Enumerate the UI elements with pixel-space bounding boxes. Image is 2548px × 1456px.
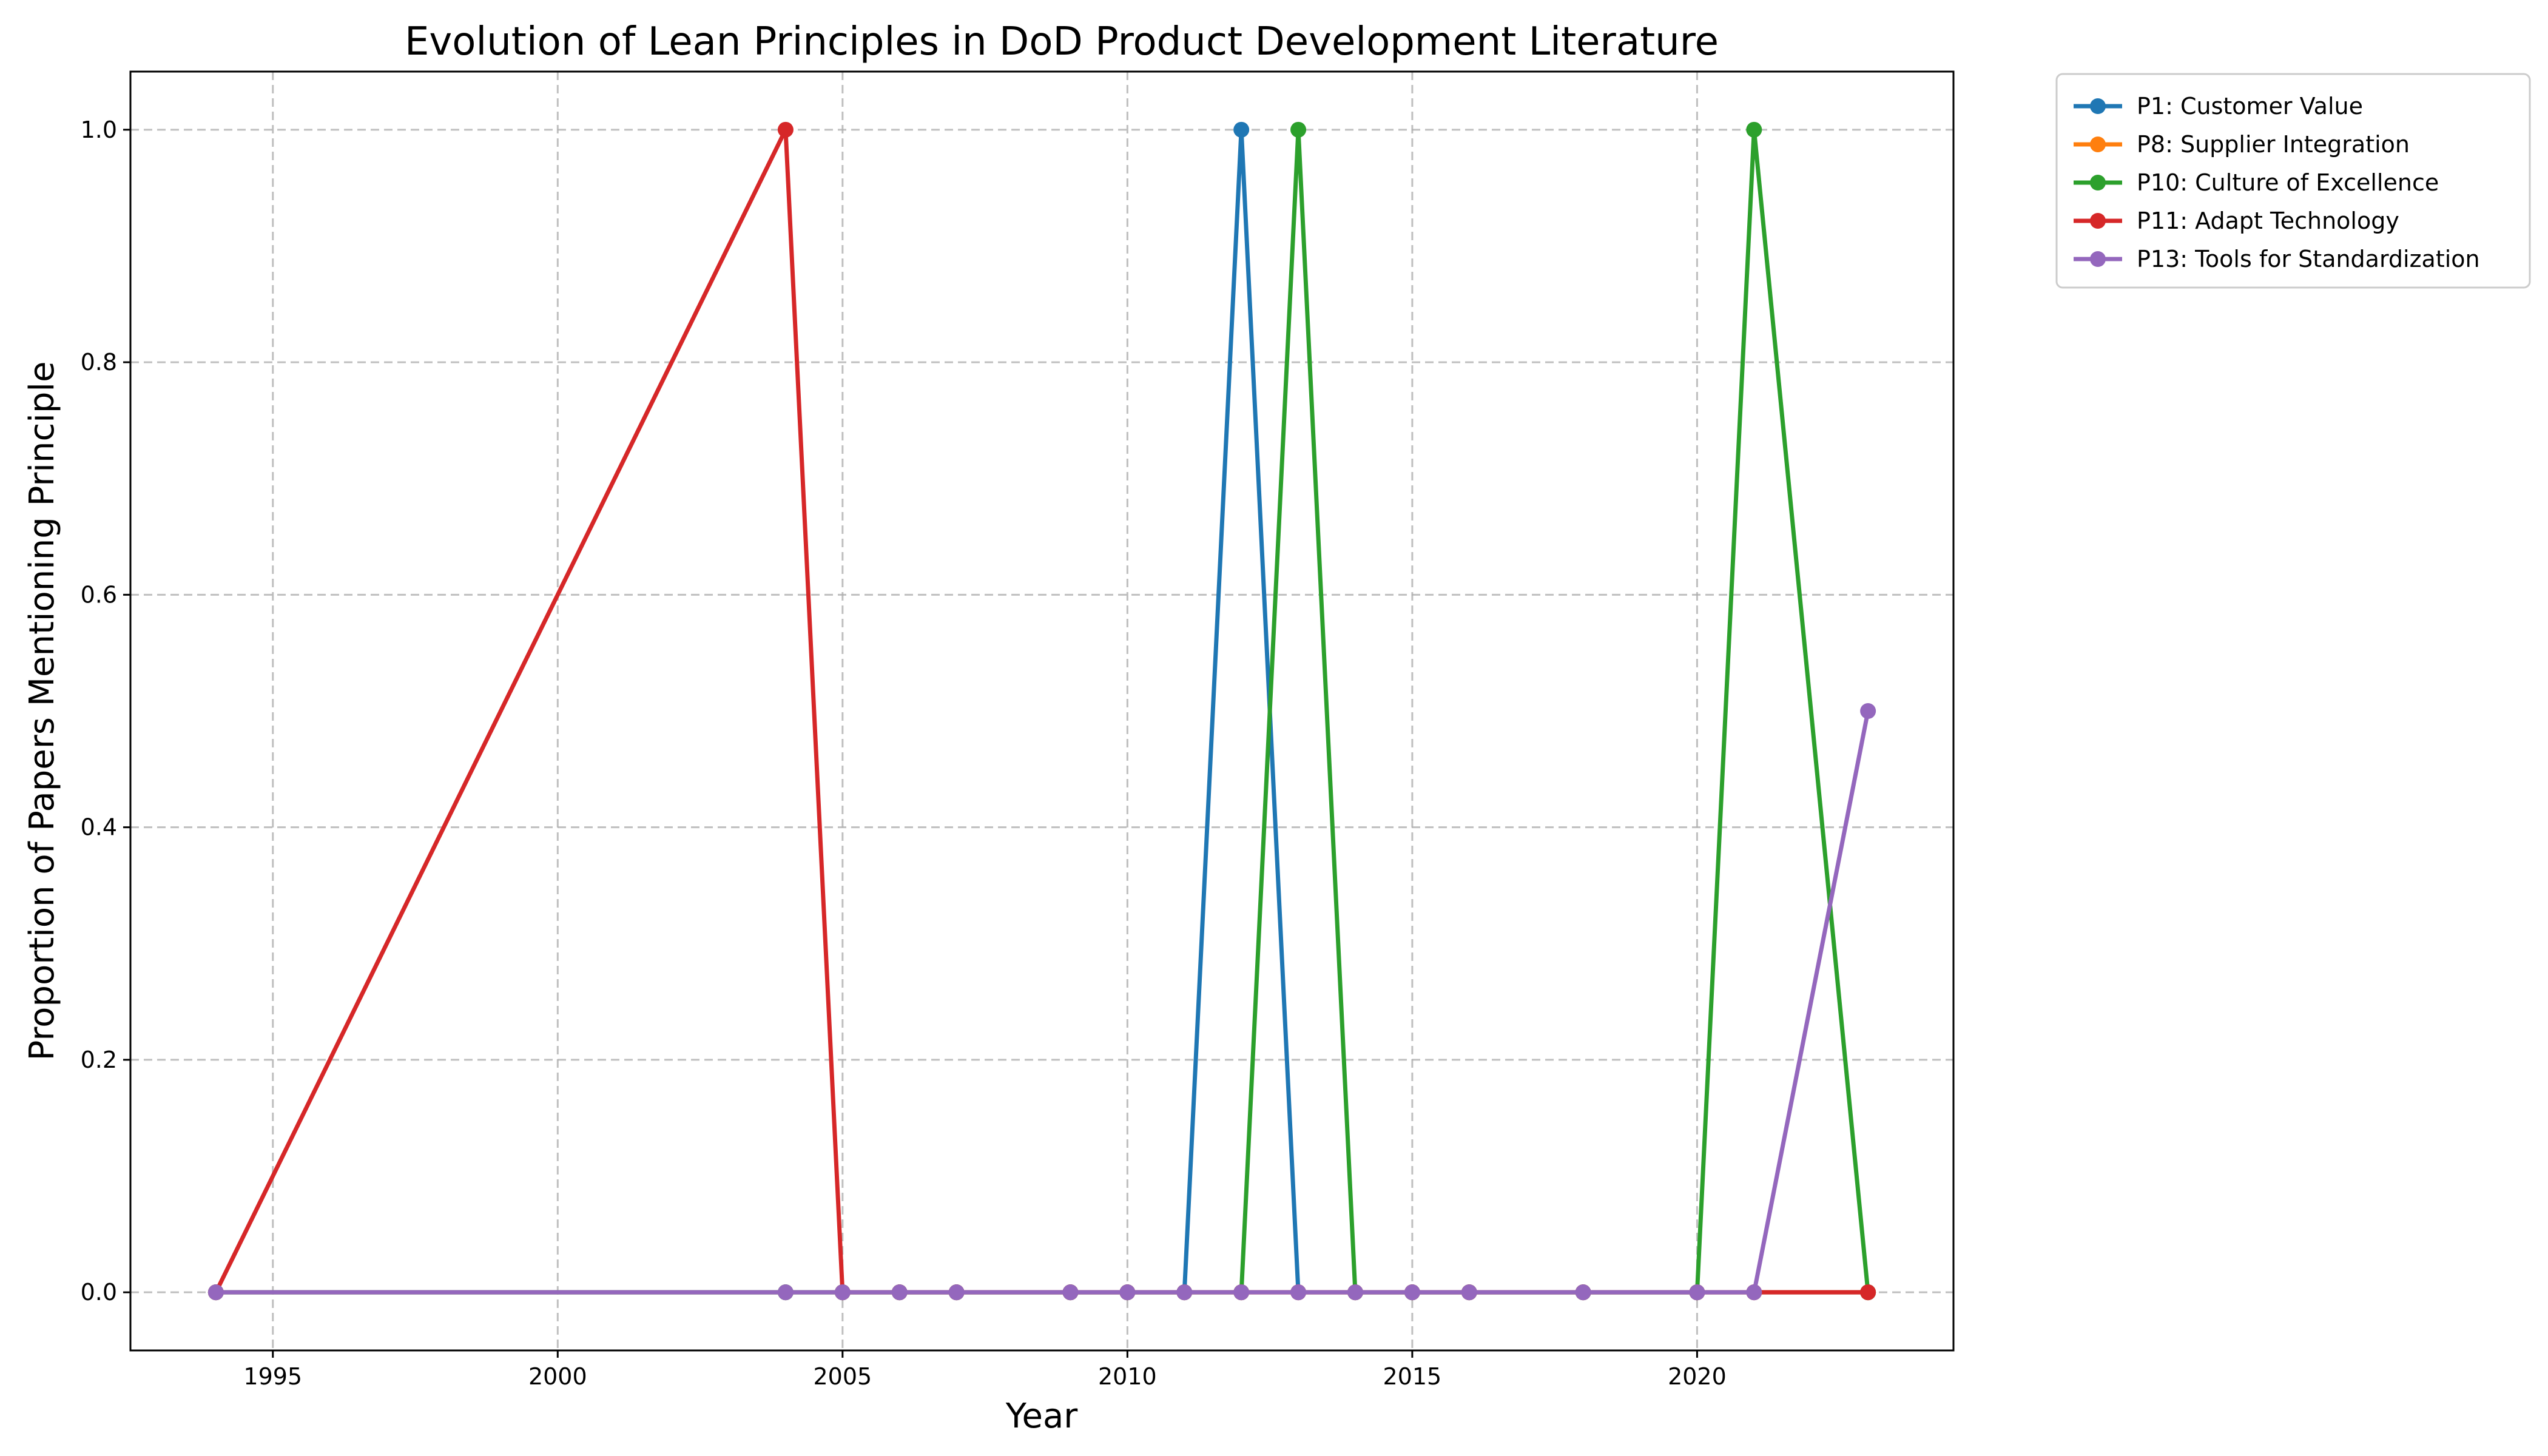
x-axis: 1995 2000 2005 2010 2015 2020 <box>243 1350 1727 1390</box>
legend-swatch-marker <box>2090 213 2106 229</box>
data-point <box>891 1284 908 1301</box>
y-tick-label: 0.0 <box>81 1279 117 1306</box>
data-point <box>1290 121 1307 138</box>
x-tick-label: 2020 <box>1668 1363 1727 1390</box>
legend-swatch-marker <box>2090 251 2106 267</box>
x-tick-label: 2015 <box>1383 1363 1442 1390</box>
legend-label: P8: Supplier Integration <box>2137 131 2410 158</box>
data-point <box>1233 121 1250 138</box>
data-point <box>1746 1284 1762 1301</box>
data-point <box>1290 1284 1307 1301</box>
x-axis-label: Year <box>1005 1397 1079 1436</box>
y-tick-label: 0.4 <box>81 814 117 841</box>
series-line <box>214 127 1869 1295</box>
data-point <box>1176 1284 1193 1301</box>
data-point <box>1689 1284 1705 1301</box>
data-point <box>1404 1284 1420 1301</box>
grid <box>130 72 1953 1350</box>
y-tick-label: 1.0 <box>81 116 117 143</box>
data-point <box>1347 1284 1363 1301</box>
chart-title: Evolution of Lean Principles in DoD Prod… <box>405 19 1719 64</box>
legend-frame <box>2055 73 2531 289</box>
series-line <box>215 127 1870 1295</box>
data-point <box>1860 703 1876 719</box>
series-layer <box>207 121 1876 1301</box>
x-tick-label: 2005 <box>813 1363 872 1390</box>
legend-swatch-marker <box>2090 98 2106 114</box>
y-tick-label: 0.2 <box>81 1046 117 1073</box>
data-point <box>1746 121 1762 138</box>
legend-swatch-marker <box>2090 175 2106 190</box>
series-line <box>215 710 1870 1295</box>
legend-label: P1: Customer Value <box>2137 93 2363 120</box>
data-point <box>1062 1284 1079 1301</box>
data-point <box>777 121 794 138</box>
legend-label: P13: Tools for Standardization <box>2137 246 2480 272</box>
data-point <box>1461 1284 1477 1301</box>
series-2 <box>207 121 1876 1301</box>
y-tick-label: 0.6 <box>81 581 117 608</box>
x-tick-label: 1995 <box>243 1363 302 1390</box>
legend: P1: Customer Value P8: Supplier Integrati… <box>2055 73 2531 289</box>
y-tick-label: 0.8 <box>81 349 117 376</box>
plot-area-frame <box>129 70 1955 1352</box>
series-4 <box>207 703 1876 1301</box>
data-point <box>1860 1284 1876 1301</box>
data-point <box>1233 1284 1250 1301</box>
series-line <box>215 127 1869 1295</box>
y-axis: 0.0 0.2 0.4 0.6 0.8 1.0 <box>81 116 130 1306</box>
data-point <box>1575 1284 1591 1301</box>
data-point <box>834 1284 851 1301</box>
data-point <box>207 1284 224 1301</box>
legend-label: P11: Adapt Technology <box>2137 207 2399 234</box>
y-axis-label: Proportion of Papers Mentioning Principl… <box>22 362 62 1061</box>
series-3 <box>207 121 1876 1301</box>
data-point <box>1119 1284 1136 1301</box>
x-tick-label: 2000 <box>528 1363 587 1390</box>
data-point <box>948 1284 965 1301</box>
x-tick-label: 2010 <box>1098 1363 1157 1390</box>
series-0 <box>207 121 1876 1301</box>
legend-label: P10: Culture of Excellence <box>2137 169 2439 196</box>
legend-swatch-marker <box>2090 136 2106 152</box>
data-point <box>777 1284 794 1301</box>
